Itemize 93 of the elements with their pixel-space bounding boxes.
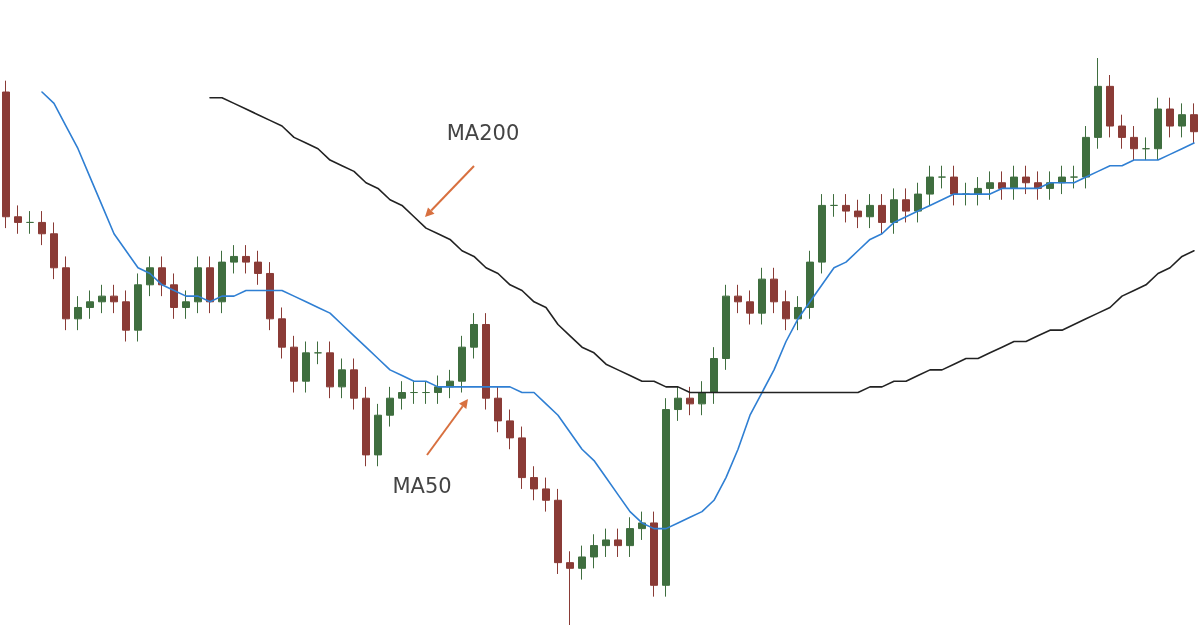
candlestick [542,477,550,513]
candlestick [926,165,934,206]
candlestick [818,193,826,274]
annotation: MA50 [392,474,452,498]
candlestick [866,193,874,229]
candlestick [254,250,262,286]
candlestick [362,386,370,467]
candlestick [278,306,286,360]
candlestick [482,312,490,411]
candlestick [242,244,250,274]
candlestick [1154,97,1162,161]
candlestick [290,335,298,394]
candlestick [134,272,142,342]
candlestick [374,403,382,467]
candlestick [2,80,10,229]
candlestick [218,250,226,314]
candlestick [686,386,694,416]
candlestick [710,346,718,405]
candlestick [518,426,526,490]
candlestick [194,255,202,314]
candlestick [386,386,394,428]
candlestick [1010,165,1018,201]
candlestick [422,380,430,405]
candlestick [506,409,514,450]
candlestick [1094,57,1102,150]
candlestick [698,380,706,416]
candlestick [998,170,1006,201]
candlestick [302,341,310,394]
candlestick [110,284,118,314]
candlestick [470,312,478,360]
candlestick [1106,74,1114,138]
candlestick [626,516,634,558]
candlestick [350,358,358,411]
candlestick [170,272,178,320]
candlestick [410,380,418,405]
candlestick [314,341,322,365]
candlestick [1190,102,1198,144]
candlestick [1178,102,1186,138]
candlestick [206,255,214,314]
candlestick [614,528,622,558]
candlestick [734,284,742,314]
candlestick [1118,114,1126,150]
candlestick [398,380,406,411]
candlestick [182,289,190,320]
candlestick [1022,165,1030,195]
candlestick [458,335,466,394]
candlestick [554,488,562,575]
candlestick [890,187,898,235]
candlestick [602,528,610,558]
candlestick [158,255,166,297]
candlestick [578,545,586,581]
candlestick [1082,125,1090,189]
candlestick [830,193,838,218]
candlestick [74,295,82,331]
candlestick [674,386,682,422]
candlestick [1130,125,1138,161]
candlestick [230,244,238,274]
candlestick [38,210,46,246]
candlestick [266,261,274,331]
candlestick [938,165,946,189]
candlestick [650,511,658,598]
candlestick [1070,165,1078,189]
candlestick [62,255,70,331]
candlestick [722,284,730,371]
annotation: MA200 [446,121,520,145]
candlestick [770,267,778,314]
candlestick [338,358,346,399]
candlestick [878,193,886,235]
candlestick [746,289,754,325]
candlestick [662,397,670,598]
candlestick [986,170,994,201]
candlestick [758,267,766,325]
candlestick [854,199,862,229]
candlestick [950,165,958,206]
candlestick [434,375,442,405]
candlestick [806,250,814,320]
candlestick [590,533,598,569]
candlestick [122,289,130,342]
candlestick [1142,136,1150,161]
candlestick [494,386,502,433]
candlestick [902,187,910,223]
candlestick [1166,97,1174,138]
candlestick [566,550,574,626]
candlestick [26,210,34,235]
candlestick [86,289,94,320]
candlestick [530,465,538,501]
candlestick [842,193,850,223]
candlestick [50,221,58,280]
candlestick [326,341,334,399]
candlestick [14,204,22,235]
candlestick [782,289,790,331]
candlestick [914,182,922,223]
candlestick [98,284,106,314]
